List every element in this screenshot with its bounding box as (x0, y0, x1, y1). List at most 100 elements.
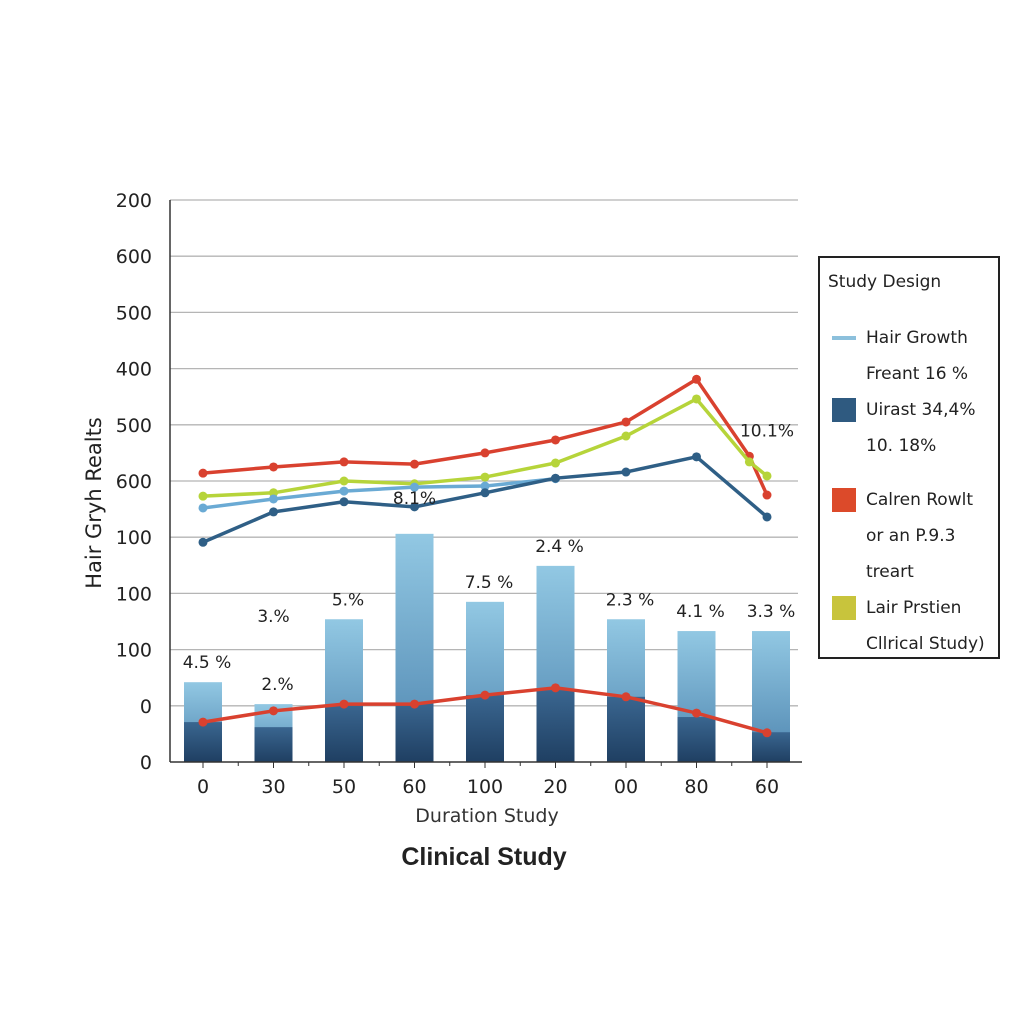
bar-data-label: 2.3 % (606, 590, 655, 610)
series-point (339, 457, 349, 467)
series-point (762, 471, 772, 481)
bar-lower-segment (395, 702, 434, 762)
series-line (202, 455, 769, 544)
x-tick-label: 60 (755, 776, 779, 798)
series-point (269, 507, 278, 517)
legend-item-label: or an P.9.3 (866, 526, 956, 546)
bar-data-label: 4.5 % (183, 653, 232, 673)
series-point (410, 459, 419, 469)
series-point (621, 692, 631, 702)
x-tick-label: 100 (467, 776, 503, 798)
series-point (480, 472, 490, 482)
series-line (202, 377, 769, 496)
series-point (269, 462, 278, 472)
series-point (551, 683, 560, 693)
x-axis-label: Duration Study (415, 805, 559, 827)
x-tick-label: 20 (543, 776, 567, 798)
series-point (551, 458, 560, 468)
series-point (692, 374, 701, 384)
series-point (198, 468, 208, 478)
y-tick-label: 500 (116, 302, 152, 324)
y-tick-label: 100 (116, 640, 152, 662)
series-point (410, 482, 419, 492)
series-point (762, 490, 772, 500)
series-point (339, 476, 349, 486)
bar-data-label: 5.% (332, 590, 364, 610)
series-point (480, 488, 490, 498)
x-tick-label: 00 (614, 776, 638, 798)
legend-square-marker (832, 596, 856, 620)
series-point (744, 457, 754, 467)
series-point (692, 708, 701, 718)
bar-data-label: 2.4 % (535, 537, 584, 557)
series-point (621, 431, 631, 441)
series-point (480, 448, 490, 458)
series-point (198, 537, 208, 547)
y-tick-label: 600 (116, 246, 152, 268)
legend-item-label: Hair Growth (866, 328, 968, 348)
series-line (202, 477, 556, 510)
series-point (692, 394, 701, 404)
legend-item-label: Lair Prstien (866, 598, 962, 618)
x-tick-label: 30 (261, 776, 285, 798)
bar-lower-segment (184, 722, 222, 762)
series-point (410, 502, 419, 512)
series-point (269, 494, 278, 504)
bar-lower-segment (466, 695, 504, 762)
bar-lower-segment (254, 727, 293, 762)
legend-item-label: Freant 16 % (866, 364, 969, 384)
bar-data-label: 2.% (261, 675, 293, 695)
x-tick-label: 80 (684, 776, 708, 798)
bar-data-label: 3.3 % (747, 602, 796, 622)
bar-data-label: 4.1 % (676, 602, 725, 622)
y-tick-label: 100 (116, 527, 152, 549)
legend-title: Study Design (828, 272, 942, 292)
x-tick-label: 50 (332, 776, 356, 798)
data-label: 3.% (257, 607, 289, 627)
series-point (692, 452, 701, 462)
series-point (762, 512, 772, 522)
series-point (269, 706, 278, 716)
x-tick-label: 0 (197, 776, 209, 798)
y-tick-label: 400 (116, 359, 152, 381)
legend-square-marker (832, 398, 856, 422)
chart-title: Clinical Study (401, 843, 567, 871)
series-point (410, 699, 419, 709)
series-point (198, 503, 208, 513)
y-axis-label: Hair Gryh Realts (82, 417, 106, 589)
bar-lower-segment (607, 696, 645, 762)
bar-data-label: 7.5 % (465, 573, 514, 593)
bar-lower-segment (536, 690, 575, 762)
series-point (551, 435, 560, 445)
series-point (480, 690, 490, 700)
bar-lower-segment (752, 732, 790, 762)
series-point (621, 467, 631, 477)
series-point (269, 488, 278, 498)
series-point (339, 497, 349, 507)
legend-item-label: treart (866, 562, 914, 582)
legend-square-marker (832, 488, 856, 512)
x-tick-label: 60 (402, 776, 426, 798)
series-point (339, 699, 349, 709)
series-point (198, 491, 208, 501)
y-tick-label: 500 (116, 415, 152, 437)
series-point (551, 473, 560, 483)
legend: Study Design Hair Growth Freant 16 % Uiras… (818, 256, 1000, 659)
data-label: 10.1% (740, 421, 794, 441)
y-tick-label: 200 (116, 190, 152, 212)
legend-item-label: Cllrical Study) (866, 634, 985, 654)
legend-item-label: 10. 18% (866, 436, 937, 456)
bar-lower-segment (677, 717, 716, 762)
series-point (198, 717, 208, 727)
legend-line-marker (832, 336, 856, 340)
y-tick-label: 0 (140, 752, 152, 774)
legend-item-label: Calren Rowlt (866, 490, 974, 510)
series-point (621, 417, 631, 427)
bar-lower-segment (325, 704, 363, 762)
series-point (480, 481, 490, 491)
y-tick-label: 600 (116, 471, 152, 493)
series-point (762, 728, 772, 738)
data-label: 8.1% (393, 489, 436, 509)
legend-item-label: Uirast 34,4% (866, 400, 976, 420)
